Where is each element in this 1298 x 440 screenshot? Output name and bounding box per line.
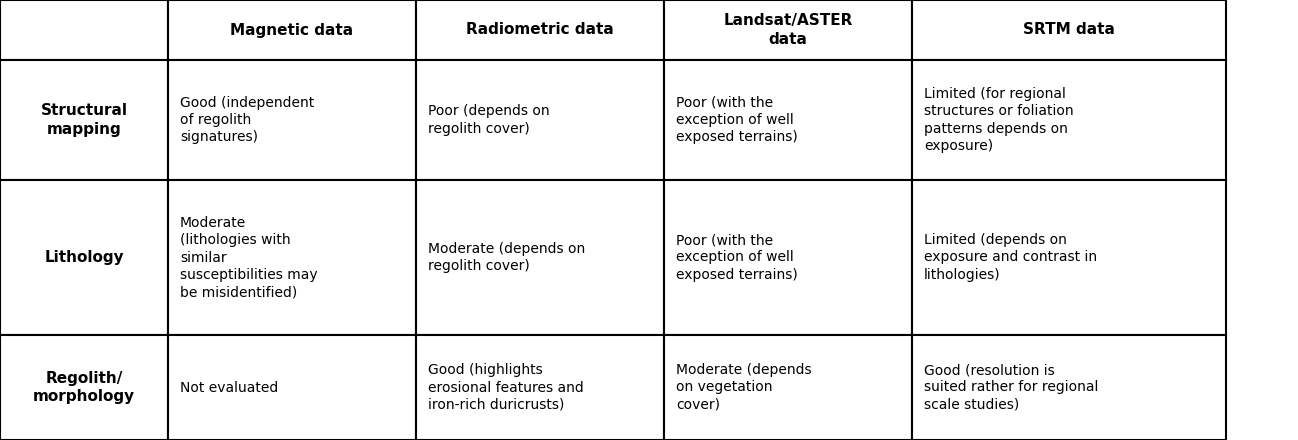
Bar — [167, 180, 415, 335]
Bar — [0, 180, 167, 335]
Bar — [415, 180, 665, 335]
Text: Good (independent
of regolith
signatures): Good (independent of regolith signatures… — [180, 95, 314, 144]
Text: Lithology: Lithology — [44, 250, 123, 265]
Text: Moderate
(lithologies with
similar
susceptibilities may
be misidentified): Moderate (lithologies with similar susce… — [180, 216, 318, 299]
Bar — [912, 180, 1227, 335]
Text: SRTM data: SRTM data — [1023, 22, 1115, 37]
Text: Radiometric data: Radiometric data — [466, 22, 614, 37]
Bar — [912, 0, 1227, 60]
Text: Good (highlights
erosional features and
iron-rich duricrusts): Good (highlights erosional features and … — [428, 363, 584, 412]
Bar — [167, 0, 415, 60]
Bar — [665, 0, 912, 60]
Bar — [665, 60, 912, 180]
Text: Not evaluated: Not evaluated — [180, 381, 278, 395]
Text: Magnetic data: Magnetic data — [231, 22, 353, 37]
Text: Moderate (depends
on vegetation
cover): Moderate (depends on vegetation cover) — [676, 363, 811, 412]
Bar — [912, 335, 1227, 440]
Bar — [415, 0, 665, 60]
Bar — [167, 335, 415, 440]
Bar — [0, 0, 167, 60]
Text: Landsat/ASTER
data: Landsat/ASTER data — [723, 13, 853, 47]
Text: Poor (with the
exception of well
exposed terrains): Poor (with the exception of well exposed… — [676, 233, 798, 282]
Text: Structural
mapping: Structural mapping — [40, 103, 127, 137]
Bar — [0, 60, 167, 180]
Text: Regolith/
morphology: Regolith/ morphology — [32, 370, 135, 404]
Bar — [912, 60, 1227, 180]
Text: Poor (depends on
regolith cover): Poor (depends on regolith cover) — [428, 104, 549, 136]
Text: Poor (with the
exception of well
exposed terrains): Poor (with the exception of well exposed… — [676, 95, 798, 144]
Text: Limited (depends on
exposure and contrast in
lithologies): Limited (depends on exposure and contras… — [924, 233, 1097, 282]
Bar — [167, 60, 415, 180]
Bar — [665, 180, 912, 335]
Bar — [0, 335, 167, 440]
Bar — [415, 60, 665, 180]
Text: Good (resolution is
suited rather for regional
scale studies): Good (resolution is suited rather for re… — [924, 363, 1098, 412]
Text: Moderate (depends on
regolith cover): Moderate (depends on regolith cover) — [428, 242, 585, 273]
Bar — [415, 335, 665, 440]
Text: Limited (for regional
structures or foliation
patterns depends on
exposure): Limited (for regional structures or foli… — [924, 87, 1073, 153]
Bar — [665, 335, 912, 440]
